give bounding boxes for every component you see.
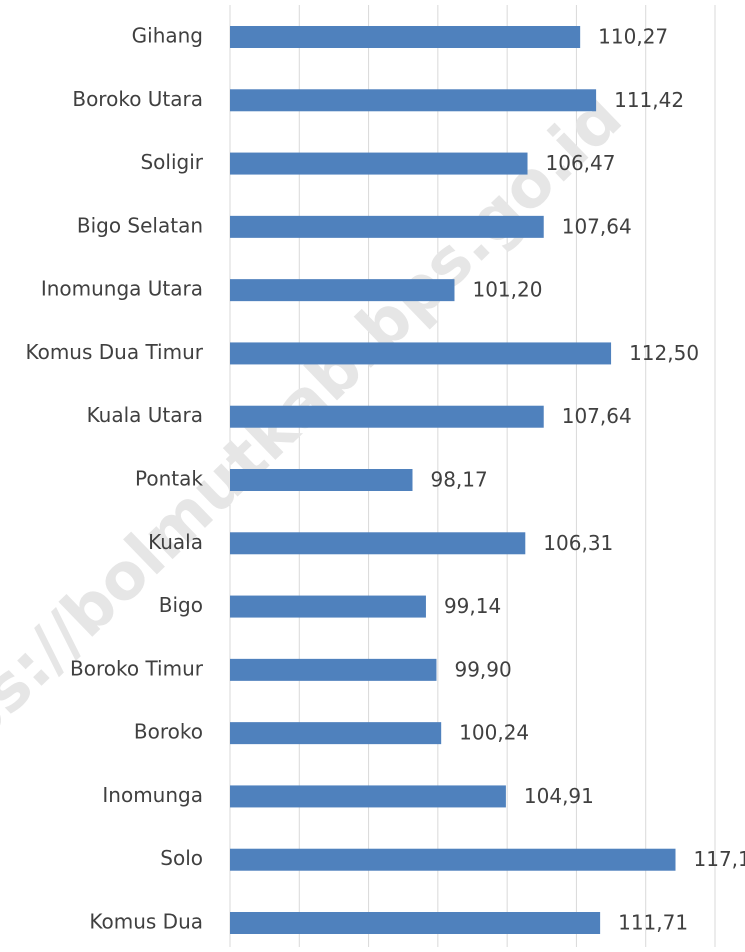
y-tick-label: Boroko (134, 720, 203, 744)
data-label: 111,42 (614, 88, 684, 112)
data-label: 101,20 (472, 278, 542, 302)
y-tick-label: Solo (160, 846, 203, 870)
y-tick-label: Inomunga Utara (41, 277, 203, 301)
y-tick-label: Pontak (135, 467, 203, 491)
bar (230, 658, 437, 681)
y-tick-label: Bigo Selatan (77, 213, 203, 237)
data-label: 106,31 (543, 531, 613, 555)
data-label: 107,64 (562, 214, 632, 238)
y-tick-label: Boroko Timur (70, 656, 204, 680)
bar (230, 912, 601, 934)
y-tick-label: Soligir (140, 150, 203, 174)
bar (230, 215, 544, 238)
watermark: https://bolmutkab.bps.go.id (0, 80, 636, 834)
data-label: 98,17 (430, 468, 487, 492)
bar (230, 89, 597, 112)
y-tick-label: Kuala Utara (87, 403, 203, 427)
data-label: 112,50 (629, 341, 699, 365)
data-label: 117,15 (694, 847, 745, 871)
data-label: 110,27 (598, 25, 668, 49)
data-label: 99,90 (454, 657, 511, 681)
bar (230, 595, 426, 618)
y-tick-label: Bigo (159, 593, 203, 617)
bar (230, 405, 544, 428)
data-label: 107,64 (562, 404, 632, 428)
data-label: 104,91 (524, 784, 594, 808)
bar (230, 722, 442, 745)
bar (230, 152, 528, 175)
y-tick-label: Komus Dua Timur (25, 340, 203, 364)
y-tick-label: Boroko Utara (72, 87, 203, 111)
data-label: 111,71 (618, 911, 688, 935)
y-tick-label: Komus Dua (89, 910, 203, 934)
bar (230, 26, 581, 48)
data-label: 100,24 (459, 721, 529, 745)
data-label: 106,47 (546, 151, 616, 175)
bar (230, 469, 413, 491)
y-tick-label: Inomunga (102, 783, 203, 807)
y-tick-label: Gihang (132, 24, 203, 48)
bar (230, 342, 612, 365)
bar (230, 848, 676, 871)
bar (230, 785, 506, 808)
y-tick-label: Kuala (148, 530, 203, 554)
bar (230, 532, 526, 555)
bar (230, 279, 455, 302)
data-label: 99,14 (444, 594, 501, 618)
